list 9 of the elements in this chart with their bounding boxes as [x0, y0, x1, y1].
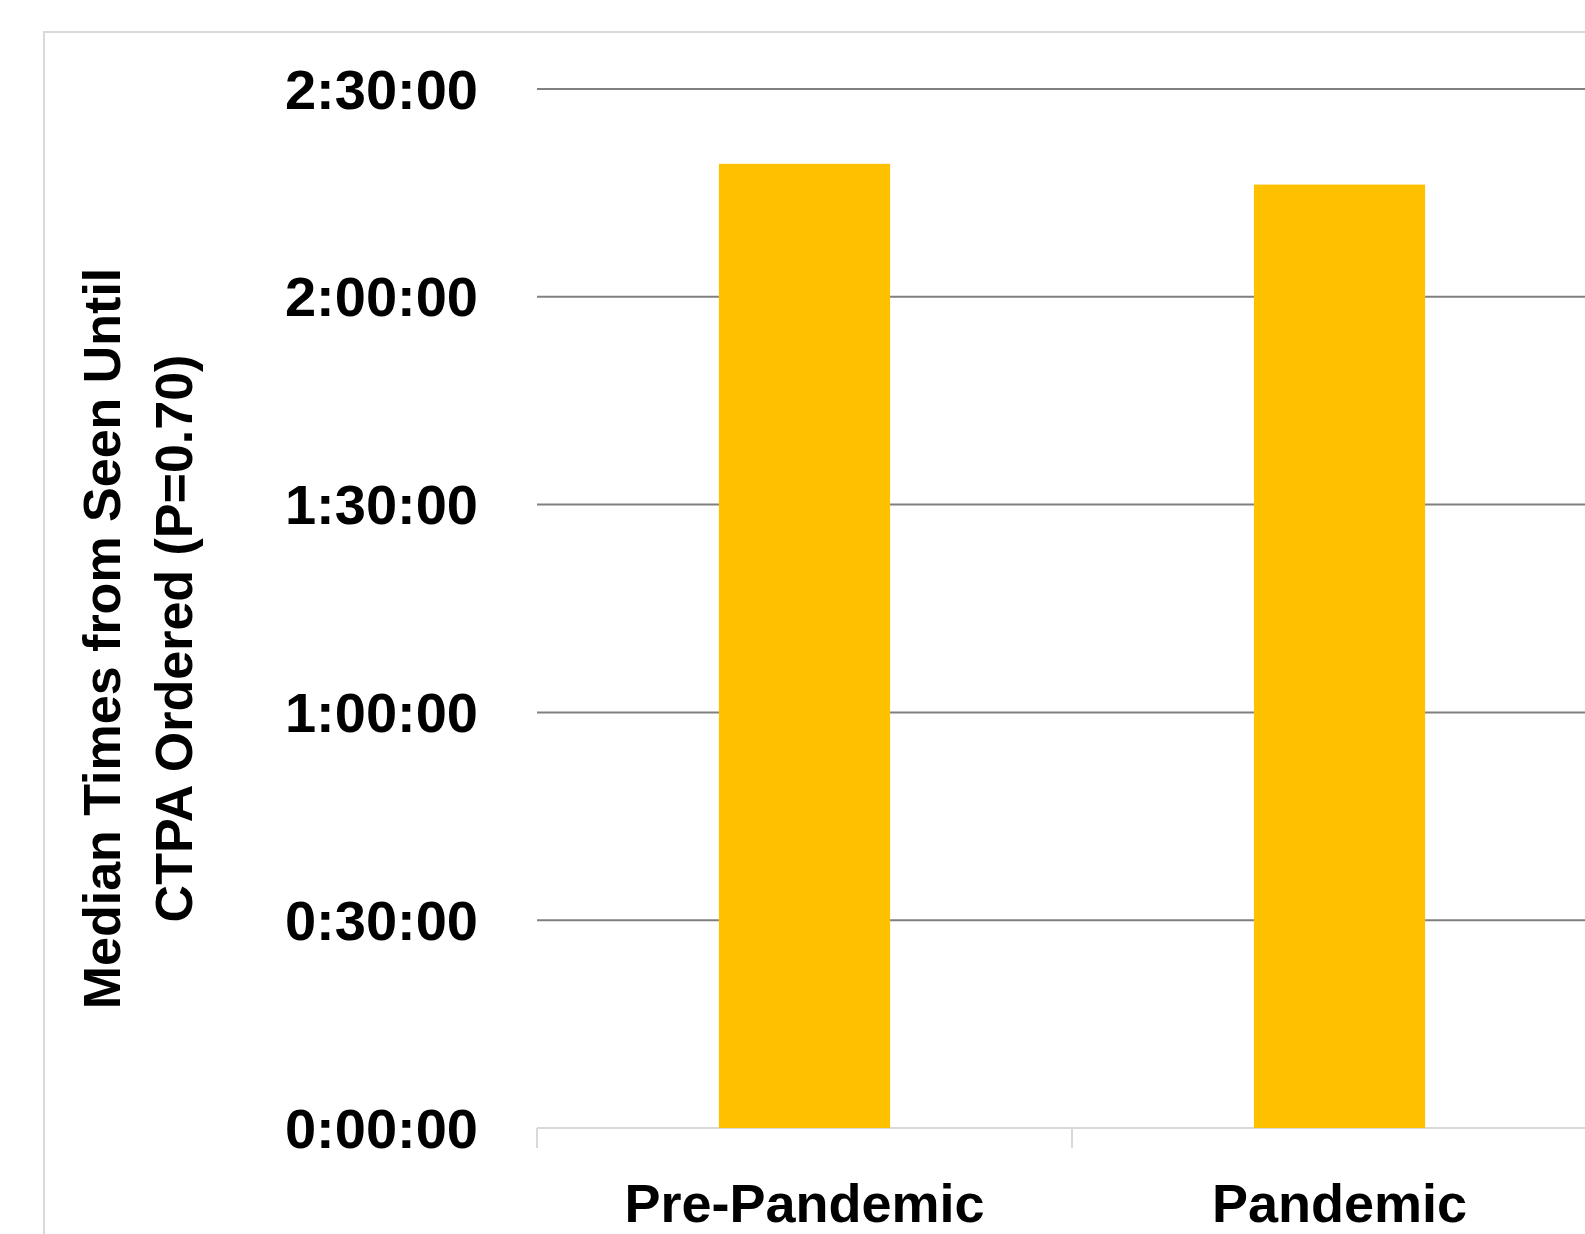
- y-axis-title: Median Times from Seen Until CTPA Ordered (P=0.70): [73, 267, 203, 1010]
- y-tick-label: 0:30:00: [284, 888, 478, 952]
- x-tick-label: Pandemic: [1211, 1173, 1468, 1233]
- y-tick-label: 1:30:00: [284, 473, 478, 537]
- x-tick-label: Pre-Pandemic: [624, 1173, 985, 1233]
- y-tick-label: 2:30:00: [284, 57, 478, 121]
- y-tick-label: 0:00:00: [284, 1096, 478, 1160]
- y-tick-label: 1:00:00: [284, 681, 478, 744]
- y-tick-label: 2:00:00: [284, 265, 478, 329]
